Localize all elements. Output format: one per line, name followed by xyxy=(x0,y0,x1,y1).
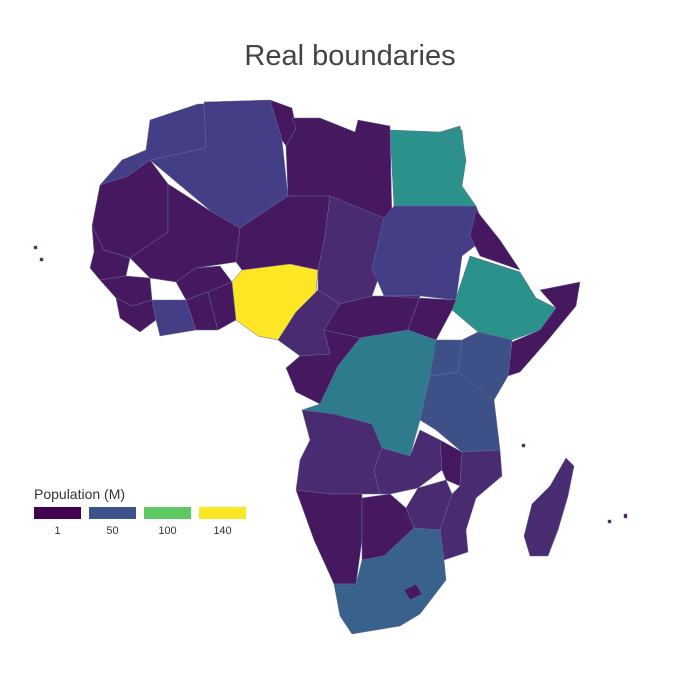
island-cape-verde-2 xyxy=(39,257,44,262)
legend-tick-label: 140 xyxy=(213,525,232,537)
country-eritrea xyxy=(469,209,521,271)
country-egypt xyxy=(389,125,477,207)
island-mauritius xyxy=(623,513,628,519)
country-guinea xyxy=(99,275,153,307)
country-namibia xyxy=(295,489,363,585)
legend-ticks: 1 50 100 140 xyxy=(34,525,246,537)
country-somalia xyxy=(507,281,581,377)
legend-swatch xyxy=(199,507,246,519)
legend-swatches xyxy=(34,507,246,519)
island-cape-verde xyxy=(33,245,38,250)
legend-swatch xyxy=(89,507,136,519)
country-lesotho xyxy=(403,583,423,601)
map-title: Real boundaries xyxy=(244,40,456,72)
legend-tick-label: 100 xyxy=(158,525,177,537)
country-ivory-coast xyxy=(151,299,197,337)
island-reunion xyxy=(607,519,612,524)
legend-swatch xyxy=(34,507,81,519)
country-malawi xyxy=(439,439,463,487)
country-ethiopia xyxy=(451,255,557,341)
legend: Population (M) 1 50 100 140 xyxy=(34,486,246,537)
country-mozambique xyxy=(439,449,503,561)
country-egypt-sinai xyxy=(445,129,465,161)
legend-swatch xyxy=(144,507,191,519)
country-south-africa xyxy=(333,527,447,635)
country-madagascar xyxy=(523,457,575,557)
island-comoros xyxy=(521,443,526,448)
legend-title: Population (M) xyxy=(34,486,126,502)
country-zambia xyxy=(373,429,443,495)
legend-tick-label: 1 xyxy=(54,525,61,537)
legend-tick-label: 50 xyxy=(106,525,119,537)
